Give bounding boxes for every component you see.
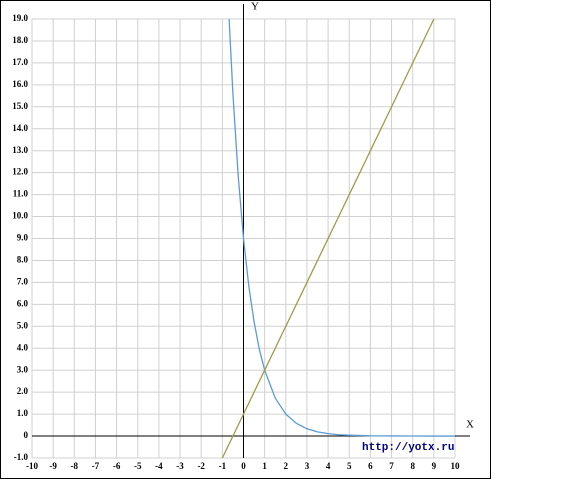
y-tick-label: 0 [24,430,29,440]
y-tick-label: 19.0 [12,13,28,23]
y-tick-label: 17.0 [12,57,28,67]
y-tick-label: 18.0 [12,35,28,45]
y-tick-label: 16.0 [12,79,28,89]
x-tick-label: 9 [432,461,437,471]
y-tick-label: 8.0 [17,255,29,265]
series-line [221,18,435,459]
x-tick-label: -7 [92,461,100,471]
y-tick-label: 3.0 [17,364,29,374]
frame [0,0,491,479]
x-tick-label: 7 [389,461,394,471]
y-tick-label: 7.0 [17,276,29,286]
watermark: http://yotx.ru [362,442,454,454]
y-tick-label: 15.0 [12,101,28,111]
x-tick-label: 10 [451,461,461,471]
y-tick-label: 2.0 [17,386,29,396]
x-axis-label: X [466,419,474,431]
x-tick-label: 1 [262,461,267,471]
x-tick-label: 4 [326,461,331,471]
y-tick-label: 11.0 [13,189,29,199]
x-tick-label: -3 [176,461,184,471]
x-tick-label: -5 [134,461,142,471]
x-tick-label: 2 [284,461,289,471]
y-tick-label: 5.0 [17,320,29,330]
y-tick-label: 10.0 [12,211,28,221]
x-tick-label: -2 [197,461,205,471]
y-tick-label: 12.0 [12,167,28,177]
y-tick-label: 6.0 [17,298,29,308]
x-tick-label: 6 [368,461,373,471]
x-tick-label: -8 [71,461,79,471]
y-tick-label: 14.0 [12,123,28,133]
x-tick-label: 0 [241,461,246,471]
y-tick-label: 9.0 [17,233,29,243]
x-tick-label: -10 [26,461,38,471]
y-tick-label: 4.0 [17,342,29,352]
x-tick-label: -4 [155,461,163,471]
x-tick-label: 5 [347,461,352,471]
y-tick-label: -1.0 [14,452,29,462]
x-tick-label: 3 [305,461,310,471]
x-tick-label: -6 [113,461,121,471]
y-tick-label: 1.0 [17,408,29,418]
x-tick-label: 8 [410,461,415,471]
x-tick-label: -9 [49,461,57,471]
x-tick-label: -1 [219,461,227,471]
y-axis-label: Y [251,1,259,13]
series-line [228,18,455,437]
y-tick-label: 13.0 [12,145,28,155]
